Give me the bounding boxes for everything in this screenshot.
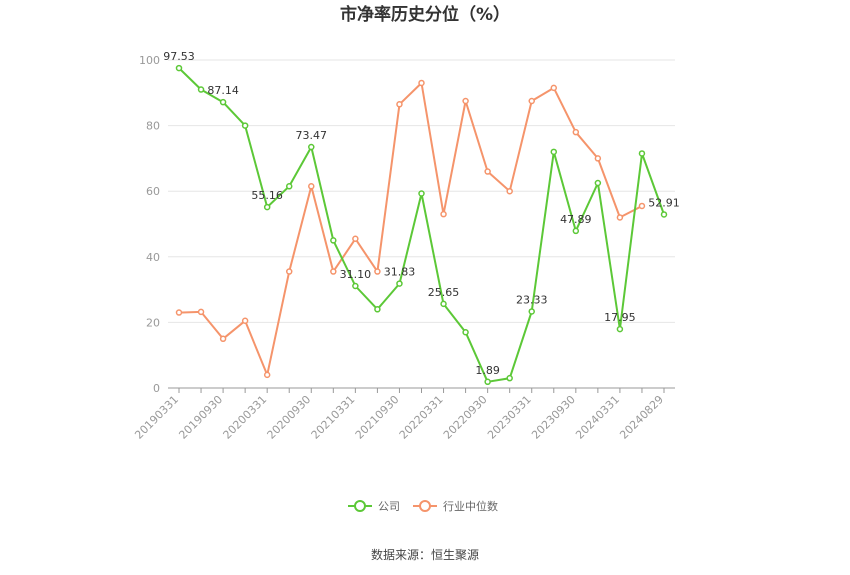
point-company — [308, 143, 315, 151]
data-label: 1.89 — [475, 364, 500, 377]
point-company — [352, 282, 359, 290]
legend-item-company[interactable]: 公司 — [348, 500, 400, 513]
point-industry-median — [285, 268, 293, 275]
data-source: 数据来源：恒生聚源 — [371, 547, 479, 562]
point-company — [374, 306, 381, 313]
y-tick-label: 60 — [146, 185, 160, 198]
y-axis: 0 20 40 60 80 100 — [139, 54, 160, 395]
point-industry-median — [352, 235, 359, 243]
x-tick-label: 20190930 — [176, 393, 225, 442]
point-industry-median — [506, 187, 513, 195]
point-industry-median — [594, 155, 602, 162]
x-tick-label: 20230930 — [529, 393, 578, 442]
point-company — [616, 325, 624, 333]
y-tick-label: 40 — [146, 251, 160, 264]
point-company — [263, 203, 271, 211]
x-tick-label: 20210930 — [353, 393, 402, 442]
point-industry-median — [396, 101, 403, 108]
point-company — [285, 183, 293, 190]
point-industry-median — [263, 371, 271, 379]
point-industry-median — [418, 79, 425, 87]
data-label: 73.47 — [296, 129, 328, 142]
y-tick-label: 80 — [146, 120, 160, 133]
x-tick-label: 20240331 — [573, 393, 622, 442]
point-industry-median — [175, 309, 183, 316]
point-company — [462, 328, 469, 336]
legend-label-industry-median: 行业中位数 — [443, 499, 498, 513]
x-tick-label: 20220331 — [397, 393, 446, 442]
data-label: 31.10 — [340, 268, 372, 281]
data-label: 52.91 — [648, 196, 680, 209]
x-tick-label: 20220930 — [441, 393, 490, 442]
point-company — [594, 179, 602, 187]
x-tick-label: 20240829 — [617, 393, 666, 442]
data-label: 87.14 — [207, 84, 239, 97]
y-tick-label: 0 — [153, 382, 160, 395]
data-labels: 97.53 87.14 55.16 73.47 31.10 31.83 25.65 1.89 2… — [163, 50, 680, 377]
data-label: 25.65 — [428, 286, 460, 299]
point-company — [396, 280, 403, 287]
legend-item-industry-median[interactable]: 行业中位数 — [413, 499, 498, 513]
series-layer — [175, 64, 668, 386]
point-industry-median — [616, 214, 624, 221]
x-tick-label: 20190331 — [132, 393, 181, 442]
point-company — [440, 300, 447, 308]
x-tick-label: 20200930 — [265, 393, 314, 442]
point-industry-median — [197, 308, 205, 316]
data-label: 31.83 — [384, 266, 416, 279]
data-label: 97.53 — [163, 50, 195, 63]
y-tick-label: 20 — [146, 316, 160, 329]
data-label: 55.16 — [251, 189, 283, 202]
point-industry-median — [330, 268, 337, 275]
x-tick-label: 20230331 — [485, 393, 534, 442]
point-industry-median — [638, 202, 646, 210]
point-company — [175, 64, 183, 72]
legend: 公司 行业中位数 — [348, 499, 498, 513]
series-line-industry-median — [178, 82, 643, 376]
x-axis: 2019033120190930202003312020093020210331… — [132, 387, 675, 442]
data-label: 47.89 — [560, 213, 592, 226]
point-company — [660, 211, 668, 218]
x-tick-label: 20210331 — [309, 393, 358, 442]
data-label: 23.33 — [516, 293, 548, 306]
point-industry-median — [550, 84, 558, 92]
point-industry-median — [241, 317, 249, 325]
data-label: 17.95 — [604, 311, 636, 324]
point-industry-median — [219, 335, 227, 343]
point-company — [550, 148, 558, 156]
point-industry-median — [528, 97, 535, 105]
point-industry-median — [462, 97, 469, 105]
point-company — [330, 237, 337, 244]
y-tick-label: 100 — [139, 54, 160, 67]
point-industry-median — [484, 168, 491, 175]
point-company — [484, 378, 491, 386]
point-company — [418, 190, 425, 197]
point-company — [638, 150, 646, 157]
point-industry-median — [308, 183, 315, 190]
x-tick-label: 20200331 — [221, 393, 270, 442]
point-company — [506, 374, 513, 382]
point-company — [197, 86, 205, 93]
point-industry-median — [572, 128, 580, 136]
point-company — [528, 308, 535, 315]
legend-label-company: 公司 — [378, 500, 400, 513]
point-company — [572, 227, 580, 235]
point-industry-median — [440, 210, 447, 218]
chart-title: 市净率历史分位（%） — [340, 4, 510, 25]
point-company — [241, 122, 249, 129]
point-company — [219, 98, 227, 106]
point-industry-median — [374, 268, 381, 275]
